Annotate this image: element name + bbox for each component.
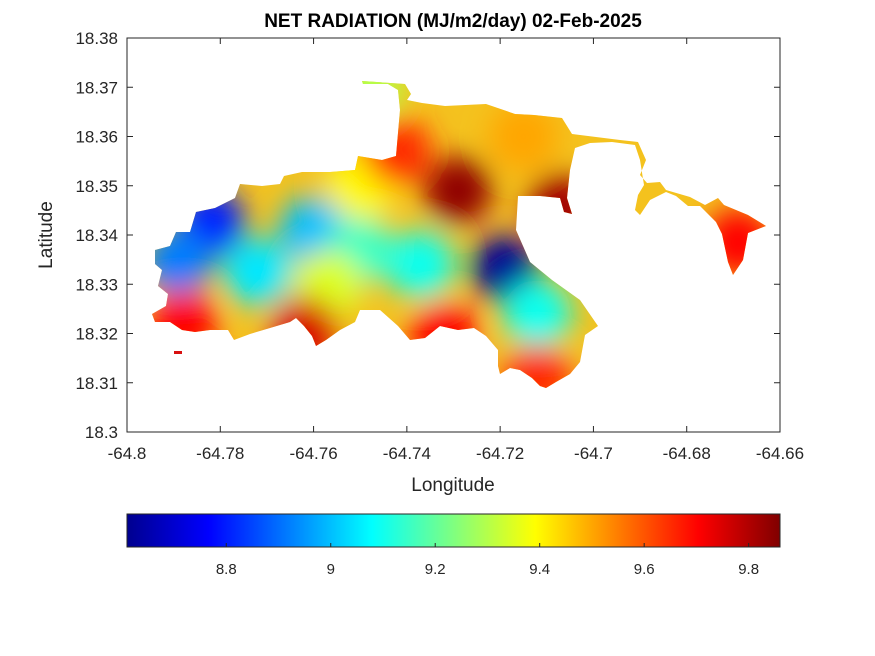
y-tick-label: 18.37 (75, 78, 118, 97)
heatmap-hotspot-13 (489, 102, 558, 171)
colorbar-tick-label: 8.8 (216, 561, 237, 578)
isolated-patch (174, 351, 182, 354)
colorbar-tick-label: 9.6 (634, 561, 655, 578)
heatmap-hotspot-11 (424, 156, 493, 225)
colorbar-tick-label: 9.8 (738, 561, 759, 578)
chart-title: NET RADIATION (MJ/m2/day) 02-Feb-2025 (264, 11, 642, 32)
x-tick-label: -64.8 (108, 444, 147, 463)
x-tick-label: -64.72 (476, 444, 524, 463)
y-axis-label: Latitude (36, 201, 57, 269)
x-tick-label: -64.66 (756, 444, 804, 463)
x-axis: -64.8 -64.78 -64.76 -64.74 -64.72 -64.7 -64.68… (108, 38, 804, 463)
colorbar-tick-label: 9 (327, 561, 335, 578)
y-tick-label: 18.32 (75, 325, 118, 344)
y-tick-label: 18.38 (75, 29, 118, 48)
x-tick-label: -64.7 (574, 444, 613, 463)
heatmap-hotspot-4 (223, 237, 292, 306)
y-tick-label: 18.31 (75, 374, 118, 393)
x-axis-label: Longitude (411, 475, 494, 496)
x-tick-label: -64.76 (289, 444, 337, 463)
colorbar-tick-label: 9.4 (529, 561, 550, 578)
y-tick-label: 18.3 (85, 423, 118, 442)
colorbar-tick-label: 9.2 (425, 561, 446, 578)
y-tick-label: 18.34 (75, 226, 118, 245)
y-tick-label: 18.35 (75, 177, 118, 196)
colorbar-ticks: 8.8 9 9.2 9.4 9.6 9.8 (216, 543, 759, 578)
heatmap-hotspot-18 (503, 343, 572, 388)
y-axis: 18.3 18.31 18.32 18.33 18.34 18.35 18.36 18.37 1… (75, 29, 780, 442)
heatmap-hotspot-6 (503, 279, 572, 348)
heatmap-hotspot-7 (386, 230, 455, 299)
colorbar (126, 513, 781, 548)
x-tick-label: -64.74 (383, 444, 431, 463)
y-tick-label: 18.33 (75, 275, 118, 294)
x-tick-label: -64.68 (663, 444, 711, 463)
x-tick-label: -64.78 (196, 444, 244, 463)
y-tick-label: 18.36 (75, 128, 118, 147)
